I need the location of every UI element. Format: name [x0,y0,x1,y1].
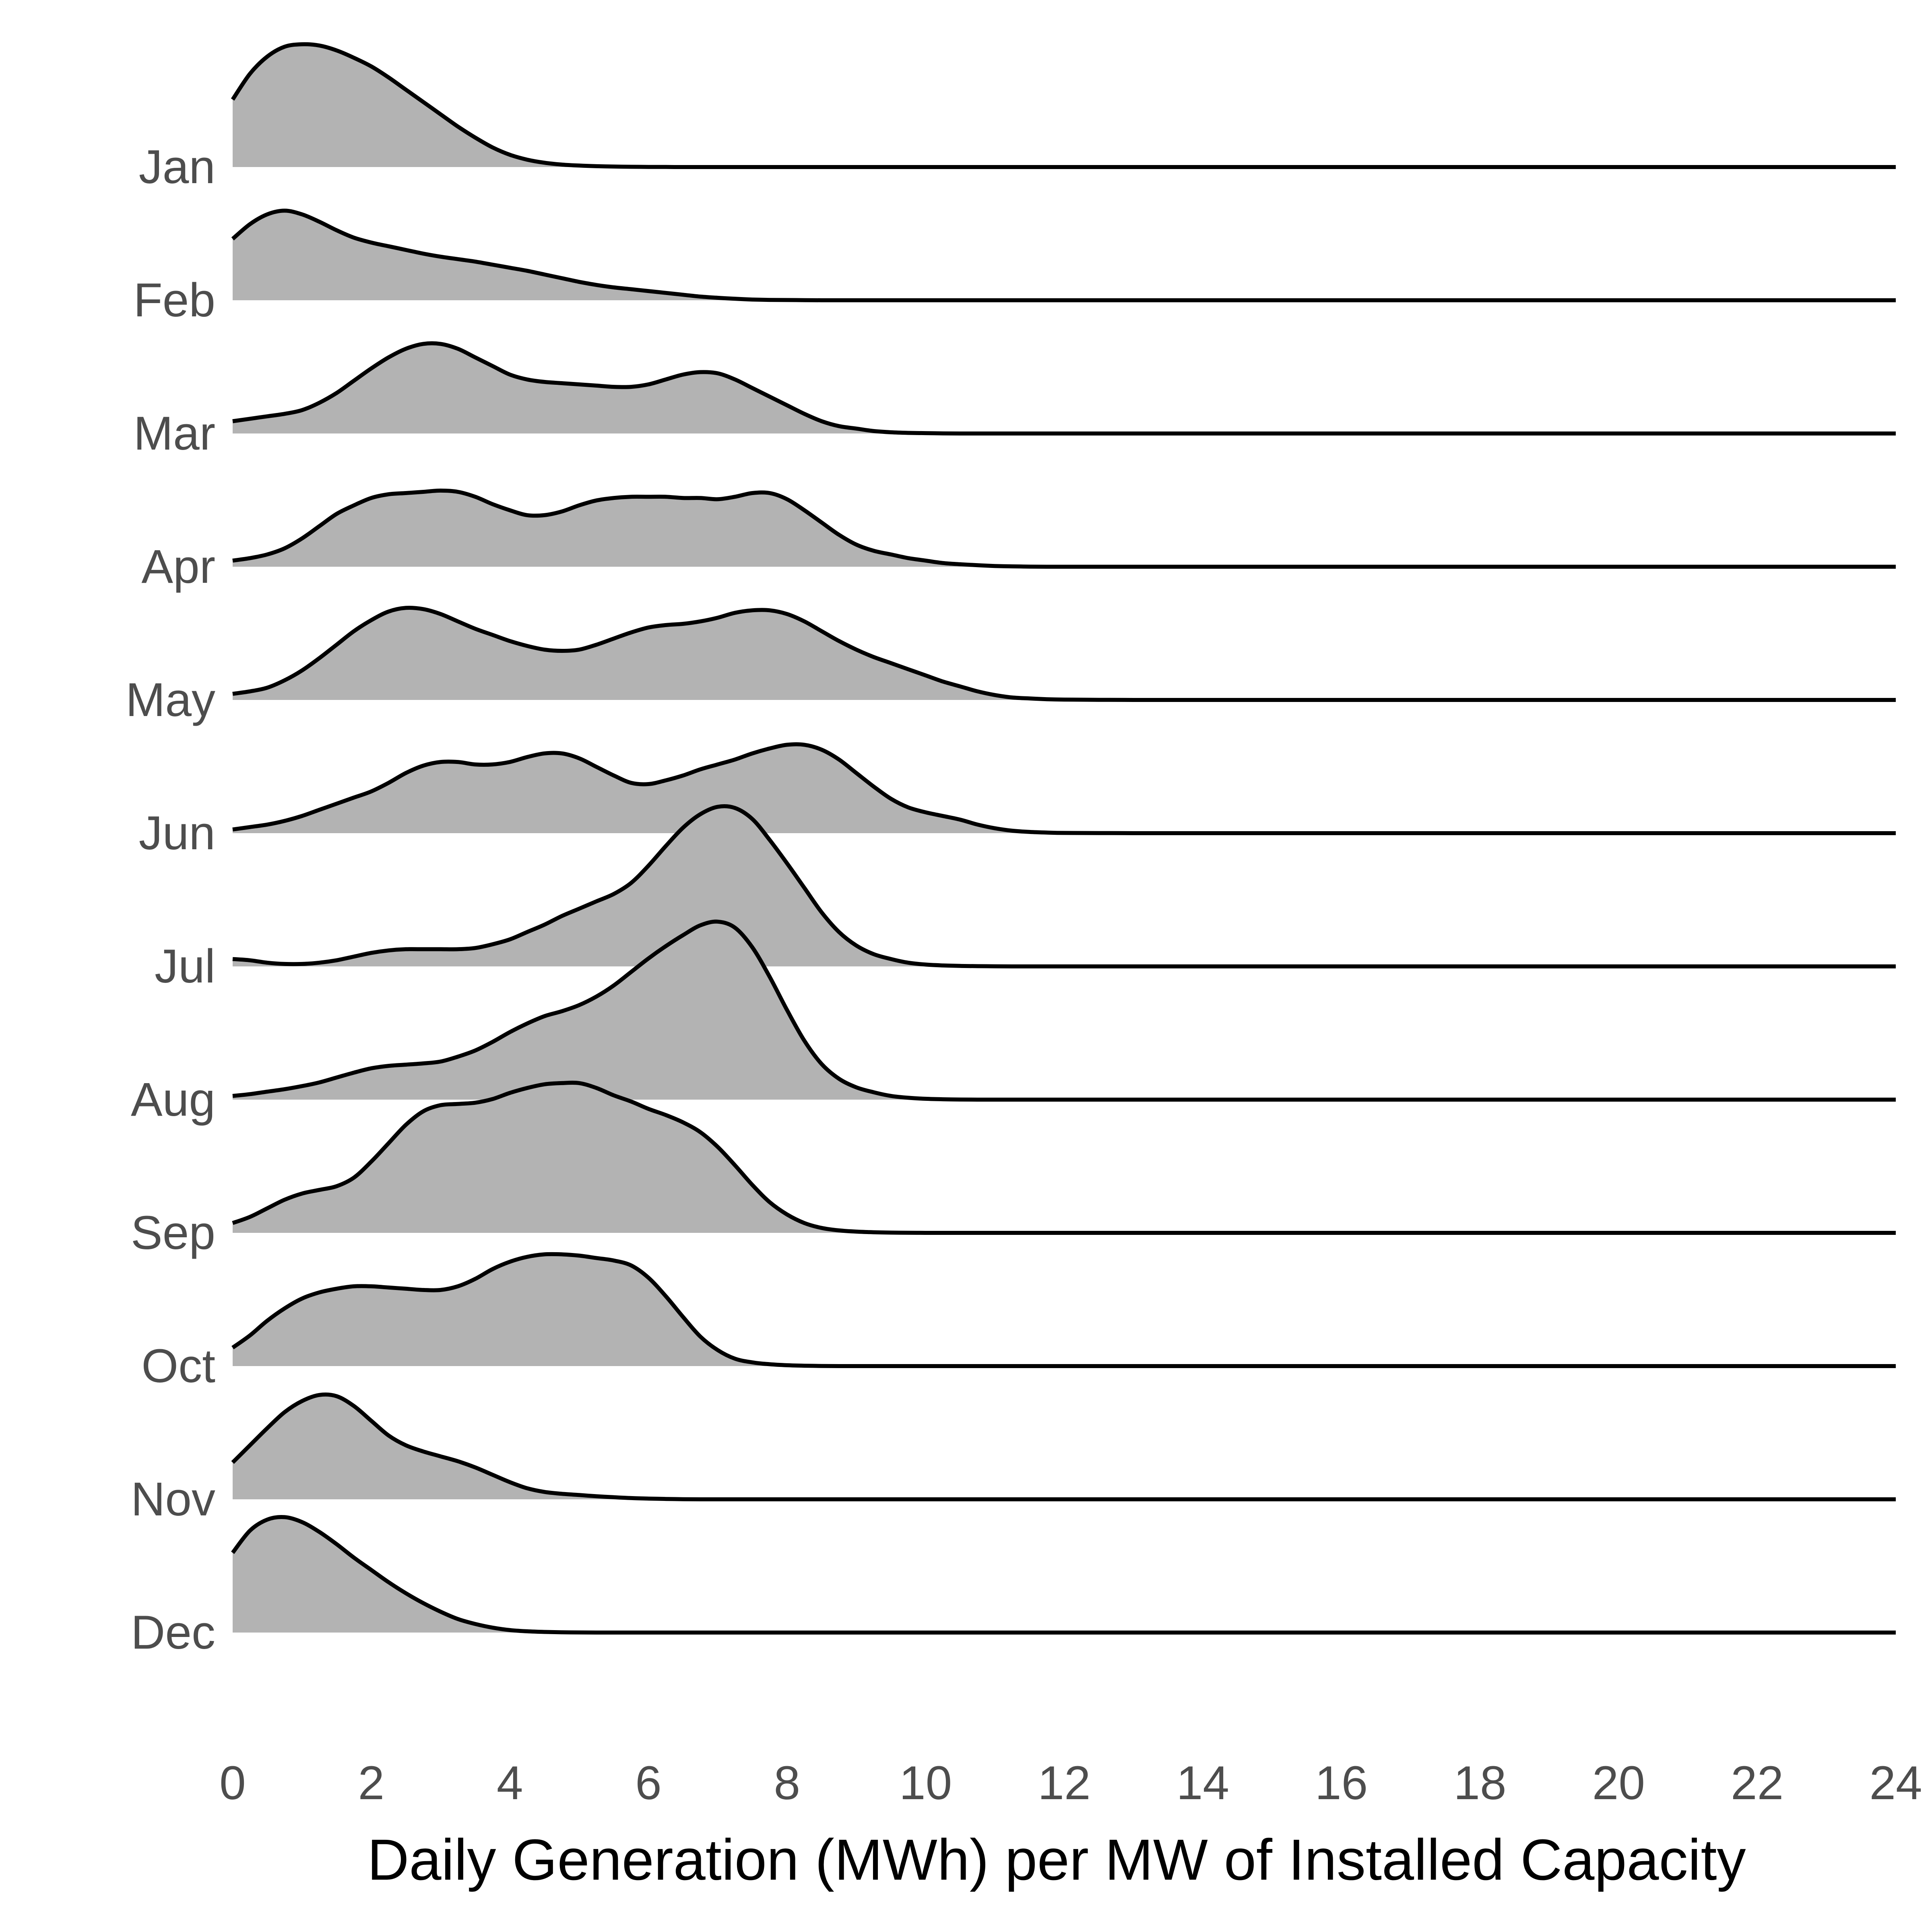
x-tick-label-8: 8 [774,1757,801,1810]
x-tick-label-6: 6 [635,1757,662,1810]
ridge-line-jun [232,742,1896,836]
ridge-area-apr [233,490,1896,567]
ridge-area-jul [233,806,1896,967]
ridge-area-feb [233,211,1896,301]
x-axis-title: Daily Generation (MWh) per MW of Install… [367,1827,1746,1892]
y-tick-label-may: May [126,673,215,727]
y-tick-label-mar: Mar [134,407,215,460]
ridge-line-mar [232,341,1896,436]
ridge-line-dec [231,1515,1896,1635]
ridge-line-apr [232,488,1896,569]
x-axis-tick-labels: 0 2 4 6 8 10 12 14 16 18 20 22 24 [219,1757,1922,1810]
ridge-area-may [233,607,1896,700]
ridge-line-jan [231,42,1896,169]
x-tick-label-2: 2 [358,1757,385,1810]
y-tick-label-jun: Jun [139,807,215,860]
ridge-line-oct [231,1252,1896,1368]
y-axis-labels: Jan Feb Mar Apr May Jun Jul Aug Sep Oct Nov Dec [126,140,215,1659]
ridge-area-sep [233,1082,1896,1233]
y-tick-label-jul: Jul [155,940,215,993]
y-tick-label-nov: Nov [131,1473,215,1526]
y-tick-label-feb: Feb [134,274,215,327]
ridge-area-nov [233,1394,1896,1500]
y-tick-label-jan: Jan [139,140,215,194]
x-tick-label-0: 0 [219,1757,246,1810]
x-tick-label-22: 22 [1731,1757,1783,1810]
ridge-line-may [232,605,1896,702]
ridge-area-jan [233,44,1896,167]
x-tick-label-14: 14 [1177,1757,1229,1810]
ridge-line-jul [232,804,1896,969]
y-tick-label-sep: Sep [131,1206,215,1259]
y-tick-label-dec: Dec [131,1606,215,1659]
x-tick-label-24: 24 [1869,1757,1922,1810]
ridge-area-aug [233,921,1896,1100]
ridge-line-aug [232,919,1896,1102]
ridge-area-mar [233,343,1896,434]
ridge-area-oct [233,1254,1896,1366]
x-tick-label-12: 12 [1038,1757,1090,1810]
ridge-line-feb [231,208,1896,303]
x-tick-label-4: 4 [497,1757,523,1810]
ridge-line-nov [231,1392,1896,1502]
x-tick-label-10: 10 [899,1757,952,1810]
ridges-group [231,42,1896,1635]
y-tick-label-oct: Oct [141,1340,215,1393]
x-tick-label-16: 16 [1315,1757,1368,1810]
ridge-area-jun [233,744,1896,834]
y-tick-label-aug: Aug [131,1073,215,1126]
ridge-area-dec [233,1517,1896,1633]
x-tick-label-18: 18 [1453,1757,1506,1810]
y-tick-label-apr: Apr [141,540,215,593]
x-tick-label-20: 20 [1592,1757,1645,1810]
ridge-line-sep [232,1080,1896,1235]
